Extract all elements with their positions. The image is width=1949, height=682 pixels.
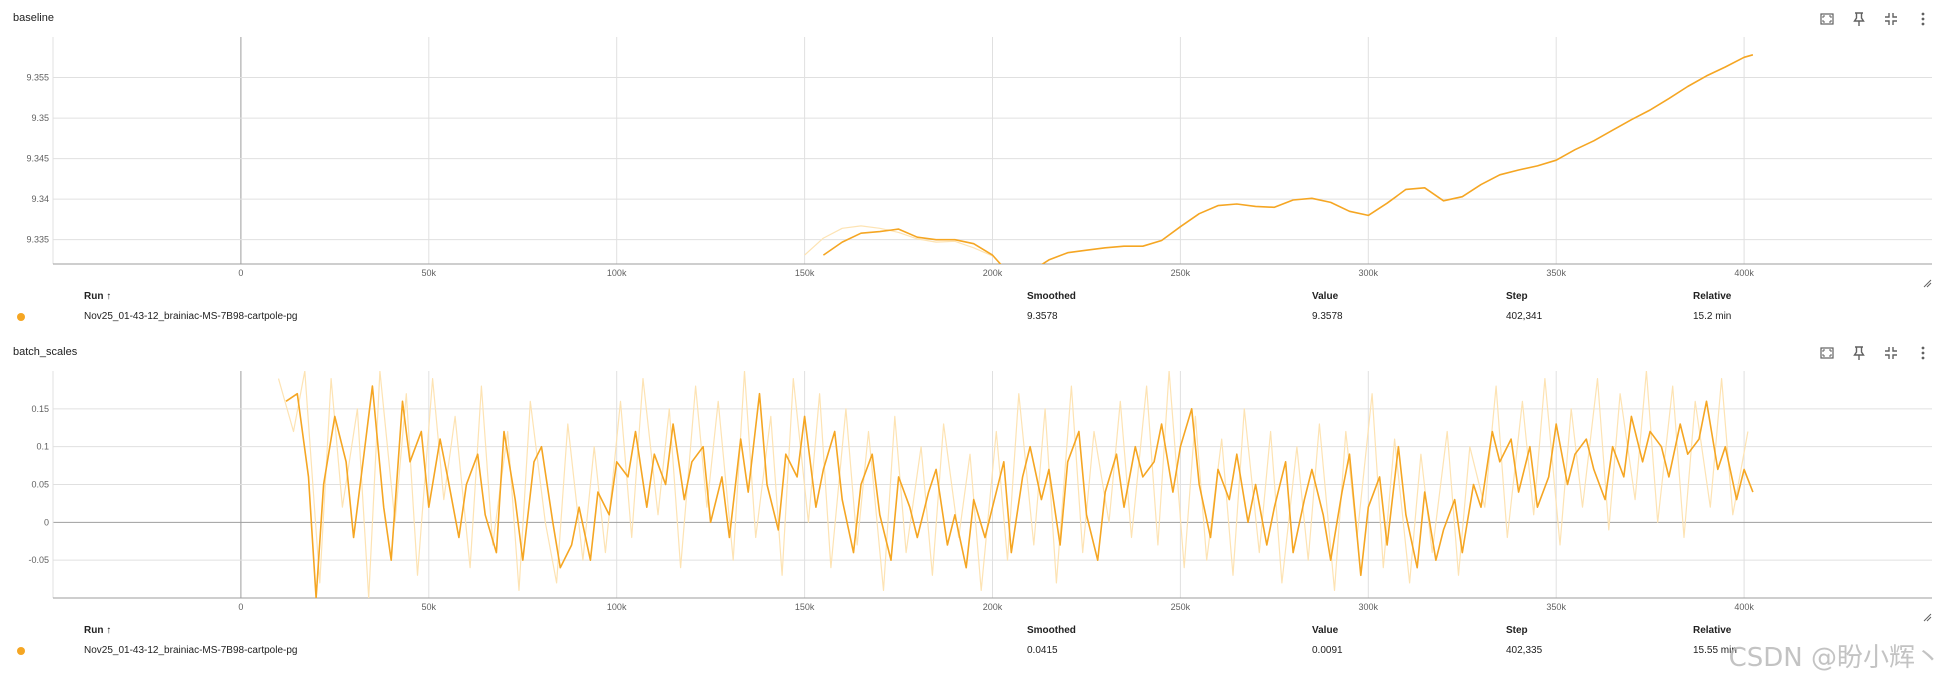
y-tick-label: 0.15 xyxy=(31,404,49,414)
grid xyxy=(53,371,1932,598)
legend-header-run[interactable]: Run ↑ xyxy=(84,625,112,636)
legend-header-step[interactable]: Step xyxy=(1506,291,1528,302)
chart-title: batch_scales xyxy=(13,346,78,358)
pin-icon xyxy=(1853,12,1865,26)
series-group xyxy=(804,54,1754,264)
more-options-button[interactable] xyxy=(1911,343,1935,363)
resize-handle-icon[interactable] xyxy=(1922,278,1932,288)
y-tick-label: 0.05 xyxy=(31,480,49,490)
y-tick-label: 9.355 xyxy=(26,73,49,83)
x-tick-label: 150k xyxy=(795,268,815,278)
legend-run-name: Nov25_01-43-12_brainiac-MS-7B98-cartpole… xyxy=(84,645,298,656)
y-tick-label: 9.345 xyxy=(26,154,49,164)
pin-button[interactable] xyxy=(1847,9,1871,29)
y-tick-label: 9.335 xyxy=(26,235,49,245)
collapse-icon xyxy=(1885,13,1897,25)
x-tick-label: 0 xyxy=(238,268,243,278)
chart-card-baseline: baseline 0 50k 100k 150k 200k 250k 300k 350k 400… xyxy=(0,0,1949,334)
legend-header-smoothed[interactable]: Smoothed xyxy=(1027,625,1076,636)
x-tick-label: 0 xyxy=(238,602,243,612)
fit-screen-icon xyxy=(1820,347,1834,359)
legend-smoothed-value: 0.0415 xyxy=(1027,645,1058,656)
chart-toolbar xyxy=(1815,343,1935,363)
x-tick-label: 300k xyxy=(1359,602,1379,612)
watermark: CSDN @盼小辉丶 xyxy=(1728,643,1941,673)
legend-run-name: Nov25_01-43-12_brainiac-MS-7B98-cartpole… xyxy=(84,311,298,322)
x-tick-label: 300k xyxy=(1359,268,1379,278)
x-tick-label: 100k xyxy=(607,602,627,612)
y-tick-label: 0.1 xyxy=(36,442,49,452)
chart-title: baseline xyxy=(13,12,54,24)
raw-series-line xyxy=(277,371,1749,598)
y-tick-label: 9.34 xyxy=(31,194,49,204)
smoothed-series-line xyxy=(285,385,1754,598)
chart-card-batch-scales: batch_scales 0 50k 100k 150k 200k 250k 300k 350… xyxy=(0,334,1949,682)
legend-value: 9.3578 xyxy=(1312,311,1343,322)
fit-screen-icon xyxy=(1820,13,1834,25)
x-tick-label: 50k xyxy=(422,602,437,612)
fit-screen-button[interactable] xyxy=(1815,343,1839,363)
x-tick-label: 100k xyxy=(607,268,627,278)
legend-value: 0.0091 xyxy=(1312,645,1343,656)
x-tick-label: 250k xyxy=(1171,602,1191,612)
pin-icon xyxy=(1853,346,1865,360)
x-tick-label: 250k xyxy=(1171,268,1191,278)
run-color-dot xyxy=(17,647,25,655)
legend-relative: 15.2 min xyxy=(1693,311,1732,322)
x-tick-label: 200k xyxy=(983,602,1003,612)
more-vert-icon xyxy=(1921,346,1925,360)
y-tick-label: 9.35 xyxy=(31,113,49,123)
pin-button[interactable] xyxy=(1847,343,1871,363)
line-chart-baseline[interactable]: 0 50k 100k 150k 200k 250k 300k 350k 400k 9.335 9.3… xyxy=(0,0,1949,334)
x-tick-label: 50k xyxy=(422,268,437,278)
legend-header-value[interactable]: Value xyxy=(1312,625,1339,636)
x-tick-label: 200k xyxy=(983,268,1003,278)
series-group xyxy=(277,371,1754,598)
smoothed-series-line xyxy=(822,54,1754,264)
x-tick-label: 350k xyxy=(1546,602,1566,612)
x-tick-label: 400k xyxy=(1734,602,1754,612)
run-color-dot xyxy=(17,313,25,321)
legend-step: 402,341 xyxy=(1506,311,1543,322)
more-options-button[interactable] xyxy=(1911,9,1935,29)
x-tick-label: 400k xyxy=(1734,268,1754,278)
grid xyxy=(53,37,1932,264)
more-vert-icon xyxy=(1921,12,1925,26)
resize-handle-icon[interactable] xyxy=(1922,612,1932,622)
line-chart-batch-scales[interactable]: 0 50k 100k 150k 200k 250k 300k 350k 400k -0.05 0 0.… xyxy=(0,334,1949,682)
chart-toolbar xyxy=(1815,9,1935,29)
legend-header-run[interactable]: Run ↑ xyxy=(84,291,112,302)
legend-header-value[interactable]: Value xyxy=(1312,291,1339,302)
fit-screen-button[interactable] xyxy=(1815,9,1839,29)
x-tick-label: 150k xyxy=(795,602,815,612)
legend-header-step[interactable]: Step xyxy=(1506,625,1528,636)
y-tick-label: 0 xyxy=(44,517,49,527)
legend-smoothed-value: 9.3578 xyxy=(1027,311,1058,322)
y-tick-label: -0.05 xyxy=(28,555,49,565)
legend-header-relative[interactable]: Relative xyxy=(1693,625,1732,636)
legend-header-smoothed[interactable]: Smoothed xyxy=(1027,291,1076,302)
collapse-button[interactable] xyxy=(1879,343,1903,363)
collapse-button[interactable] xyxy=(1879,9,1903,29)
legend-step: 402,335 xyxy=(1506,645,1543,656)
collapse-icon xyxy=(1885,347,1897,359)
legend-header-relative[interactable]: Relative xyxy=(1693,291,1732,302)
legend-relative: 15.55 min xyxy=(1693,645,1737,656)
x-tick-label: 350k xyxy=(1546,268,1566,278)
raw-series-line xyxy=(804,225,993,257)
